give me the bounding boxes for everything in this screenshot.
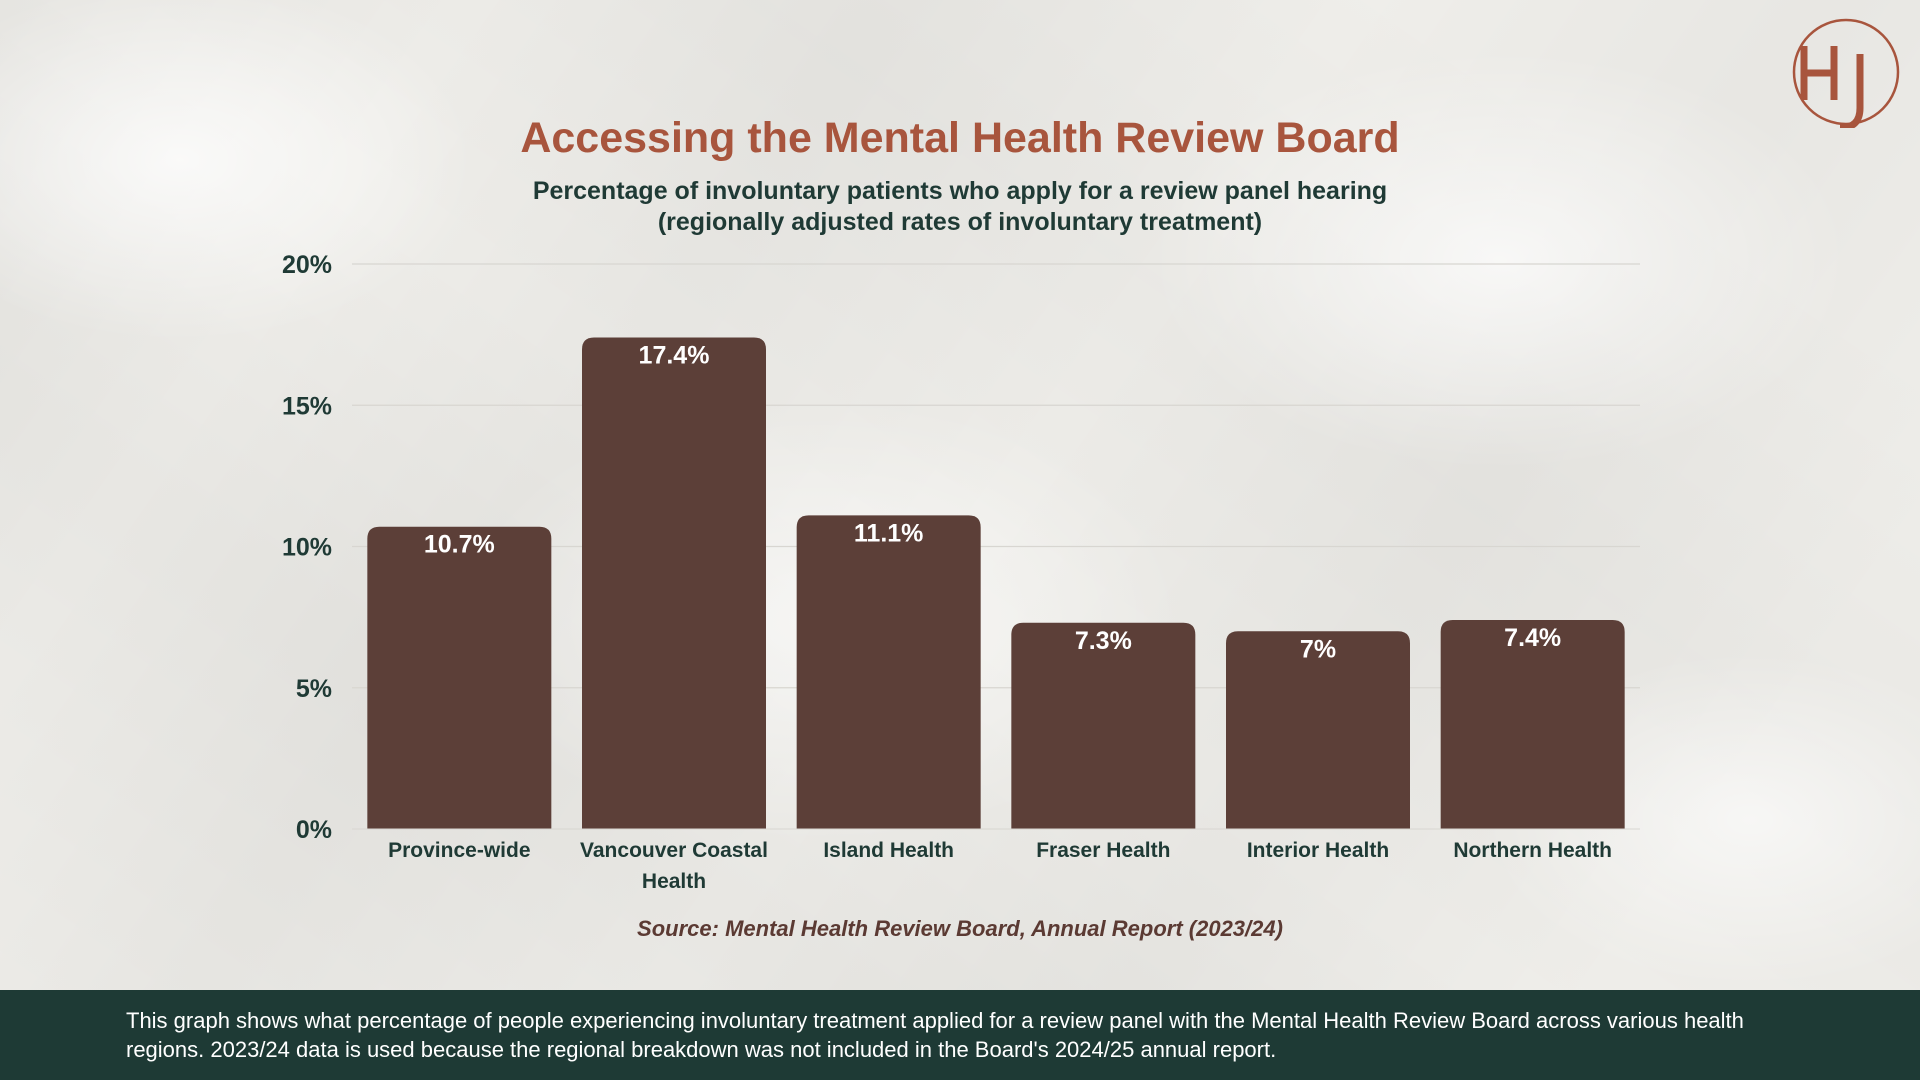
subtitle-line-2: (regionally adjusted rates of involuntar…	[657, 208, 1263, 236]
x-tick-label: Vancouver Coastal	[580, 839, 768, 862]
paper-background	[0, 0, 1920, 990]
bar	[796, 515, 981, 829]
data-label: 10.7%	[424, 531, 495, 559]
x-tick-label: Interior Health	[1247, 839, 1389, 862]
bar	[1011, 622, 1196, 829]
data-label: 7.3%	[1075, 627, 1132, 655]
chart-title: Accessing the Mental Health Review Board	[520, 114, 1400, 162]
x-tick-label: Island Health	[823, 839, 954, 862]
y-tick-label: 0%	[296, 816, 332, 844]
bar	[367, 526, 552, 829]
x-tick-label: Health	[642, 870, 706, 893]
y-tick-label: 10%	[282, 534, 332, 562]
data-label: 7.4%	[1504, 624, 1561, 652]
hj-logo	[1792, 18, 1900, 128]
y-tick-label: 15%	[282, 392, 332, 420]
x-tick-label: Fraser Health	[1036, 839, 1170, 862]
bar	[1226, 631, 1410, 829]
y-tick-label: 5%	[296, 675, 332, 703]
bar	[1440, 619, 1625, 829]
data-label: 7%	[1300, 635, 1336, 663]
data-label: 17.4%	[639, 341, 710, 369]
chart-subtitle: Percentage of involuntary patients who a…	[0, 176, 1920, 238]
bar	[582, 337, 766, 829]
x-tick-label: Province-wide	[388, 839, 530, 862]
footer-description: This graph shows what percentage of peop…	[126, 1008, 1744, 1062]
source-note: Source: Mental Health Review Board, Annu…	[637, 916, 1283, 941]
y-tick-label: 20%	[282, 251, 332, 279]
x-tick-label: Northern Health	[1453, 839, 1612, 862]
bar-chart: 0% 5% 10% 15% 20% 10.7% Province-wide 17.4% Vanc…	[282, 251, 1640, 893]
subtitle-line-1: Percentage of involuntary patients who a…	[532, 177, 1388, 205]
footer-bar	[0, 990, 1920, 1080]
data-label: 11.1%	[854, 519, 924, 547]
